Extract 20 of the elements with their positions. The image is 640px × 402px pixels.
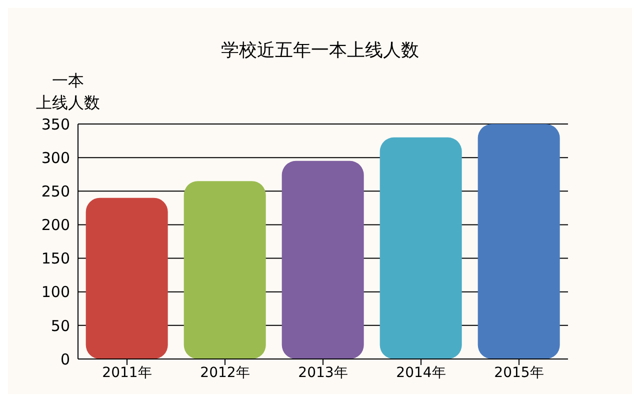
bar (478, 124, 560, 359)
y-tick-label: 0 (60, 350, 70, 368)
y-axis-title: 一本上线人数 (36, 70, 100, 114)
x-tick-label: 2014年 (396, 364, 446, 381)
x-tick-label: 2012年 (200, 364, 250, 381)
y-tick-label: 100 (41, 283, 70, 302)
x-tick-label: 2011年 (102, 364, 152, 381)
x-tick-label: 2015年 (494, 364, 544, 381)
x-tick-label: 2013年 (298, 364, 348, 381)
bar (380, 137, 462, 359)
y-tick-label: 300 (41, 148, 70, 167)
chart-title: 学校近五年一本上线人数 (220, 39, 420, 63)
bar (184, 181, 266, 359)
y-tick-label: 200 (41, 216, 70, 234)
y-tick-label: 350 (41, 115, 70, 134)
y-tick-label: 50 (50, 316, 70, 335)
bar (86, 198, 168, 359)
y-tick-label: 150 (41, 250, 70, 268)
y-tick-label: 250 (41, 182, 70, 200)
bar (282, 160, 364, 359)
